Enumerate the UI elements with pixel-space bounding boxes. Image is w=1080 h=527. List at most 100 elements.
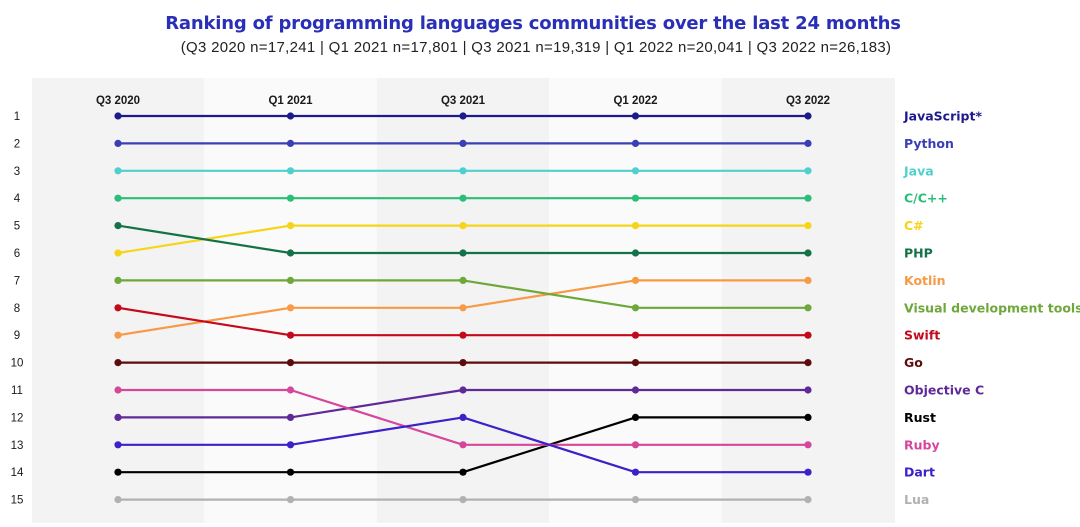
background-band	[32, 78, 205, 523]
data-point	[114, 441, 122, 449]
data-point	[286, 359, 295, 367]
data-point	[114, 496, 122, 504]
data-point	[286, 304, 295, 312]
data-point	[459, 304, 467, 312]
data-point	[459, 249, 467, 257]
legend-label: JavaScript*	[903, 109, 982, 124]
data-point	[459, 331, 467, 339]
data-point	[286, 249, 295, 257]
legend-label: Visual development tools	[904, 300, 1080, 315]
x-axis-period-labels: Q3 2020 Q1 2021 Q3 2021 Q1 2022 Q3 2022	[96, 95, 830, 107]
y-tick-label: 12	[11, 412, 24, 424]
legend-label: Python	[904, 136, 954, 151]
data-point	[459, 276, 467, 284]
background-band	[376, 78, 550, 523]
data-point	[631, 304, 640, 312]
background-band	[549, 78, 722, 523]
data-point	[631, 139, 640, 147]
data-point	[631, 468, 640, 476]
data-point	[804, 222, 812, 230]
data-point	[631, 167, 640, 175]
data-point	[804, 167, 812, 175]
y-tick-label: 5	[14, 221, 20, 233]
data-point	[114, 139, 122, 147]
data-point	[804, 304, 812, 312]
data-point	[114, 386, 122, 394]
data-point	[804, 112, 812, 120]
y-tick-label: 9	[14, 330, 20, 342]
data-point	[631, 222, 640, 230]
y-tick-label: 8	[14, 303, 20, 315]
legend-label: Ruby	[904, 437, 940, 452]
data-point	[114, 167, 122, 175]
x-tick-label: Q3 2021	[441, 95, 486, 107]
legend-label: Dart	[904, 465, 935, 480]
data-point	[631, 331, 640, 339]
data-point	[804, 413, 812, 421]
data-point	[631, 441, 640, 449]
data-point	[459, 441, 467, 449]
data-point	[114, 359, 122, 367]
data-point	[114, 276, 122, 284]
data-point	[804, 249, 812, 257]
data-point	[631, 249, 640, 257]
data-point	[459, 413, 467, 421]
data-point	[114, 304, 122, 312]
y-tick-label: 1	[14, 111, 20, 123]
data-point	[459, 386, 467, 394]
data-point	[459, 496, 467, 504]
data-point	[631, 386, 640, 394]
legend-label: Kotlin	[904, 273, 946, 288]
data-point	[804, 331, 812, 339]
y-tick-label: 6	[14, 248, 20, 260]
data-point	[804, 276, 812, 284]
data-point	[286, 413, 295, 421]
data-point	[804, 139, 812, 147]
data-point	[459, 139, 467, 147]
data-point	[631, 194, 640, 202]
legend-label: PHP	[904, 246, 933, 261]
legend-label: Rust	[904, 410, 936, 425]
data-point	[114, 194, 122, 202]
y-tick-label: 15	[11, 495, 24, 507]
data-point	[804, 496, 812, 504]
data-point	[286, 331, 295, 339]
y-tick-label: 13	[11, 440, 24, 452]
data-point	[114, 249, 122, 257]
legend-label: Lua	[904, 492, 929, 507]
data-point	[286, 112, 295, 120]
data-point	[459, 359, 467, 367]
data-point	[631, 359, 640, 367]
legend-label: Swift	[904, 328, 940, 343]
data-point	[631, 496, 640, 504]
y-tick-label: 14	[11, 467, 24, 479]
data-point	[286, 139, 295, 147]
chart-title: Ranking of programming languages communi…	[165, 13, 901, 34]
legend-label: C#	[904, 218, 924, 233]
data-point	[459, 468, 467, 476]
data-point	[286, 386, 295, 394]
data-point	[804, 468, 812, 476]
background-band	[204, 78, 377, 523]
data-point	[459, 194, 467, 202]
legend-label: C/C++	[904, 191, 948, 206]
y-tick-label: 4	[14, 193, 21, 205]
data-point	[631, 112, 640, 120]
y-tick-label: 7	[14, 275, 20, 287]
x-tick-label: Q3 2020	[96, 95, 140, 107]
data-point	[804, 194, 812, 202]
chart-subtitle: (Q3 2020 n=17,241 | Q1 2021 n=17,801 | Q…	[180, 39, 892, 56]
y-tick-label: 2	[14, 138, 20, 150]
legend-label: Objective C	[904, 383, 984, 398]
legend-label: Go	[904, 355, 923, 370]
data-point	[459, 167, 467, 175]
data-point	[114, 222, 122, 230]
data-point	[114, 112, 122, 120]
data-point	[286, 468, 295, 476]
data-point	[804, 441, 812, 449]
x-tick-label: Q3 2022	[786, 95, 830, 107]
data-point	[286, 276, 295, 284]
background-band	[721, 78, 895, 523]
data-point	[114, 468, 122, 476]
